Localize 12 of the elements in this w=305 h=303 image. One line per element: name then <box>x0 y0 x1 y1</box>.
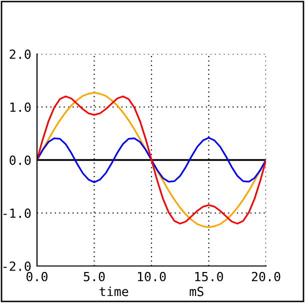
x-tick-label: 15.0 <box>195 272 223 282</box>
x-tick-label: 0.0 <box>26 272 48 282</box>
x-tick-label: 10.0 <box>138 272 166 282</box>
y-tick-label: 2.0 <box>10 50 31 59</box>
y-tick-label: 1.0 <box>10 102 31 112</box>
y-tick-label: 0.0 <box>10 156 31 165</box>
y-tick-label: -2.0 <box>4 262 31 271</box>
x-tick-label: 5.0 <box>84 272 105 282</box>
x-tick-label: 20.0 <box>252 272 280 282</box>
y-tick-label: -1.0 <box>4 208 31 218</box>
line-series <box>37 136 266 184</box>
x-axis-title: time mS <box>100 286 204 296</box>
